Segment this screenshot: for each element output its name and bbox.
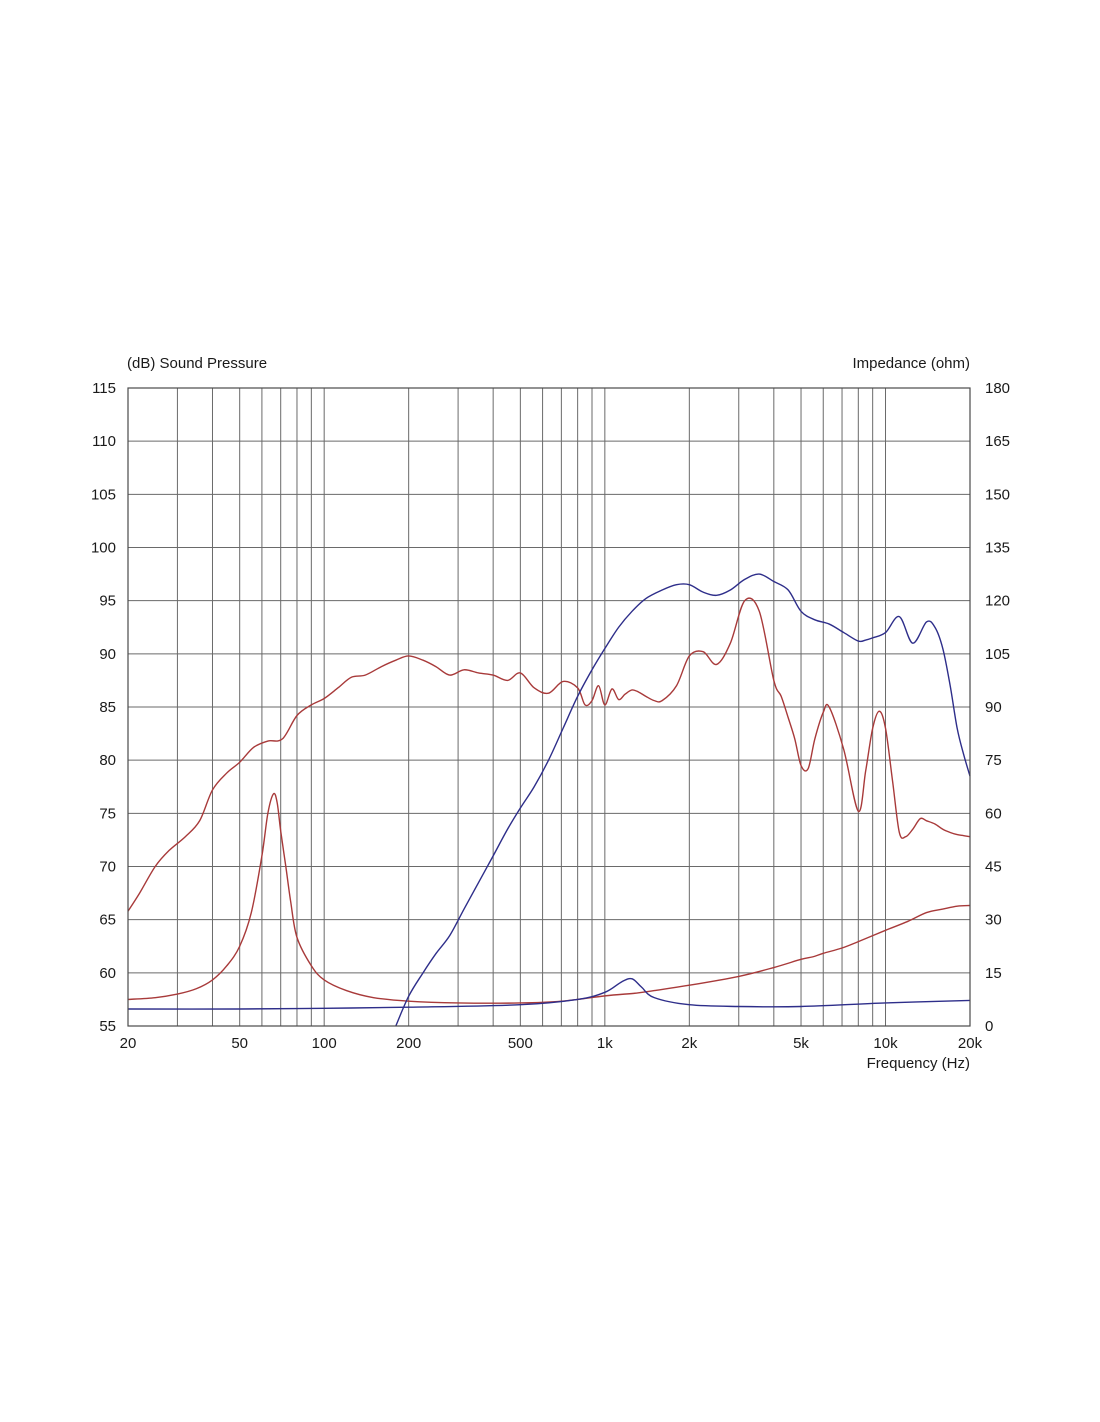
y-right-tick-label: 45 — [985, 859, 1002, 876]
x-tick-label: 200 — [396, 1035, 421, 1052]
y-right-tick-label: 120 — [985, 593, 1010, 610]
y-right-tick-label: 150 — [985, 486, 1010, 503]
impedance-curve-blue — [127, 977, 971, 1010]
y-right-tick-label: 90 — [985, 699, 1002, 716]
x-tick-label: 20 — [120, 1035, 137, 1052]
x-tick-label: 5k — [793, 1035, 809, 1052]
right-axis-title: Impedance (ohm) — [852, 355, 970, 372]
y-left-tick-label: 75 — [99, 805, 116, 822]
y-left-tick-label: 70 — [99, 859, 116, 876]
y-left-tick-label: 80 — [99, 752, 116, 769]
y-left-tick-label: 65 — [99, 912, 116, 929]
x-tick-label: 2k — [681, 1035, 697, 1052]
tick-labels: 20 50 100 200 500 1k 2k 5k 10k 20k 55 60 65 70 75 80 85 9… — [91, 380, 1010, 1052]
y-left-tick-label: 60 — [99, 965, 116, 982]
y-left-tick-label: 90 — [99, 646, 116, 663]
x-tick-label: 50 — [231, 1035, 248, 1052]
y-left-tick-label: 115 — [92, 380, 116, 397]
y-right-tick-label: 75 — [985, 752, 1002, 769]
y-right-tick-label: 105 — [985, 646, 1010, 663]
plot-frame — [127, 387, 971, 1027]
x-tick-label: 500 — [508, 1035, 533, 1052]
x-tick-label: 100 — [312, 1035, 337, 1052]
x-tick-label: 1k — [597, 1035, 613, 1052]
y-right-tick-label: 165 — [985, 433, 1010, 450]
y-left-tick-label: 95 — [99, 593, 116, 610]
y-left-tick-label: 110 — [92, 433, 116, 450]
series-layer — [127, 573, 971, 1027]
y-left-tick-label: 85 — [99, 699, 116, 716]
y-right-tick-label: 30 — [985, 912, 1002, 929]
y-left-tick-label: 55 — [99, 1018, 116, 1035]
y-right-tick-label: 0 — [985, 1018, 993, 1035]
y-left-tick-label: 105 — [91, 486, 116, 503]
y-right-tick-label: 60 — [985, 805, 1002, 822]
x-tick-label: 10k — [873, 1035, 898, 1052]
spl-curve-blue — [395, 573, 971, 1027]
grid — [128, 388, 970, 1026]
spl-curve-red — [127, 597, 971, 912]
y-left-tick-label: 100 — [91, 540, 116, 557]
x-tick-label: 20k — [958, 1035, 983, 1052]
x-axis-title: Frequency (Hz) — [867, 1055, 970, 1072]
y-right-tick-label: 135 — [985, 540, 1010, 557]
y-right-tick-label: 180 — [985, 380, 1010, 397]
impedance-curve-red — [127, 792, 971, 1004]
left-axis-title: (dB) Sound Pressure — [127, 355, 267, 372]
y-right-tick-label: 15 — [985, 965, 1002, 982]
